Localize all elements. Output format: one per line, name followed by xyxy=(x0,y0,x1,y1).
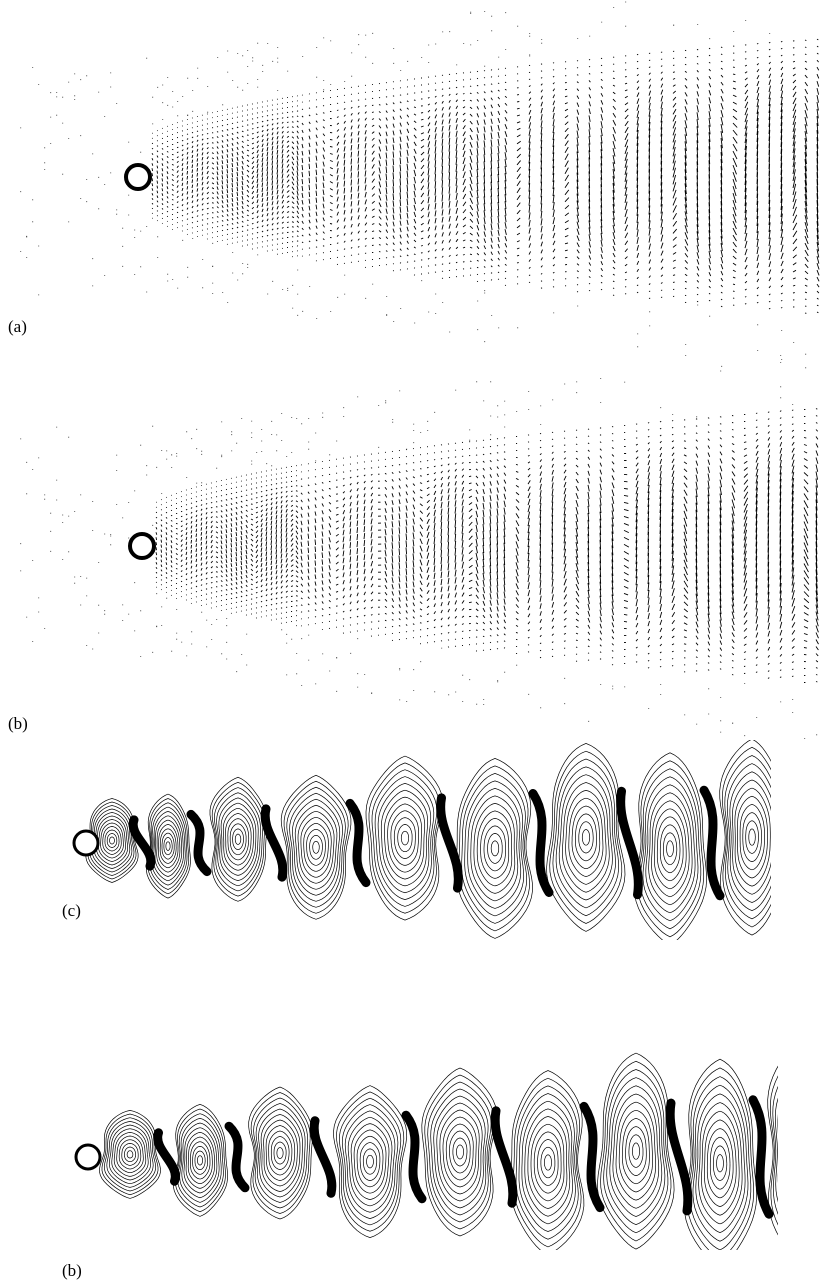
contour-lines xyxy=(100,1043,826,1268)
panel-label: (b) xyxy=(8,714,28,733)
panel-label: (a) xyxy=(8,317,27,336)
cylinder xyxy=(126,165,150,189)
figure: (a) (b) (c) (b) xyxy=(0,0,826,1283)
contour-plot xyxy=(100,1043,826,1268)
velocity-vectors xyxy=(156,409,819,683)
panel-label: (b) xyxy=(62,1261,82,1280)
contour-lines xyxy=(86,739,786,945)
cylinder xyxy=(76,1145,100,1169)
contour-plot xyxy=(86,739,786,945)
cylinder xyxy=(74,831,98,855)
page: {"panels": [ {"label": "(a)"}, {"label":… xyxy=(0,0,826,1283)
cylinder xyxy=(130,534,154,558)
panel-label: (c) xyxy=(62,901,81,920)
velocity-vectors xyxy=(152,39,819,313)
